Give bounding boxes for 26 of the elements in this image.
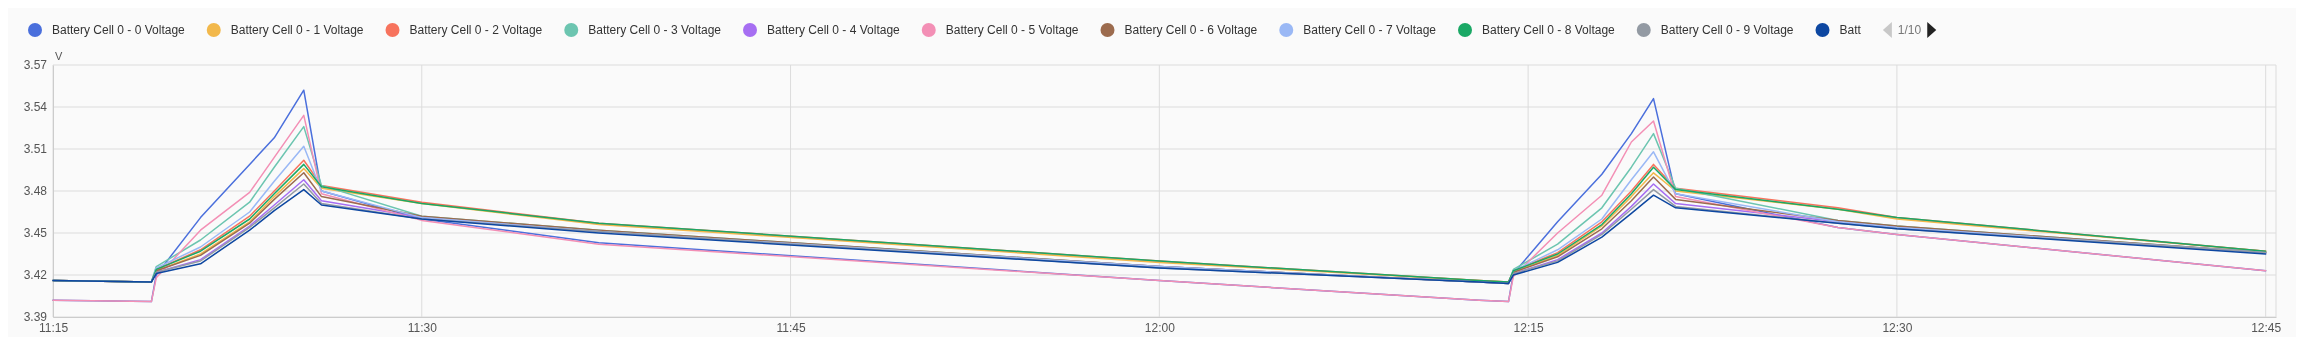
legend-label: Battery Cell 0 - 0 Voltage [52, 23, 186, 37]
y-tick-label: 3.48 [23, 184, 48, 199]
y-tick-label: 3.54 [23, 100, 48, 115]
y-tick-label: 3.45 [23, 226, 48, 241]
x-tick-label: 12:30 [1882, 320, 1913, 335]
legend-label: Battery Cell 0 - 6 Voltage [1124, 23, 1258, 37]
legend-label: Battery Cell 0 - 8 Voltage [1482, 23, 1616, 37]
x-tick-label: 12:45 [2251, 320, 2282, 335]
y-tick-label: 3.57 [23, 58, 48, 73]
legend-label: Battery Cell 0 - 7 Voltage [1303, 23, 1437, 37]
x-tick-label: 11:45 [776, 320, 806, 335]
y-axis-title: V [55, 50, 63, 62]
legend-label: Battery Cell 0 - 2 Voltage [409, 23, 543, 37]
legend-label: Battery Cell 0 - 4 Voltage [767, 23, 901, 37]
legend-label: Battery Cell 0 - 1 Voltage [230, 23, 364, 37]
legend-label: Battery Cell 0 - 9 Voltage [1660, 23, 1794, 37]
legend-label: Battery Cell 0 - 5 Voltage [945, 23, 1079, 37]
legend-label: Batt [1839, 23, 1862, 37]
y-tick-label: 3.42 [23, 268, 48, 283]
x-tick-label: 11:15 [38, 320, 69, 335]
x-tick-label: 12:00 [1144, 320, 1176, 335]
text: 1/10 [1897, 23, 1922, 37]
legend-label: Battery Cell 0 - 3 Voltage [588, 23, 722, 37]
y-tick-label: 3.51 [23, 142, 48, 157]
x-tick-label: 12:15 [1513, 320, 1544, 335]
x-tick-label: 11:30 [407, 320, 438, 335]
